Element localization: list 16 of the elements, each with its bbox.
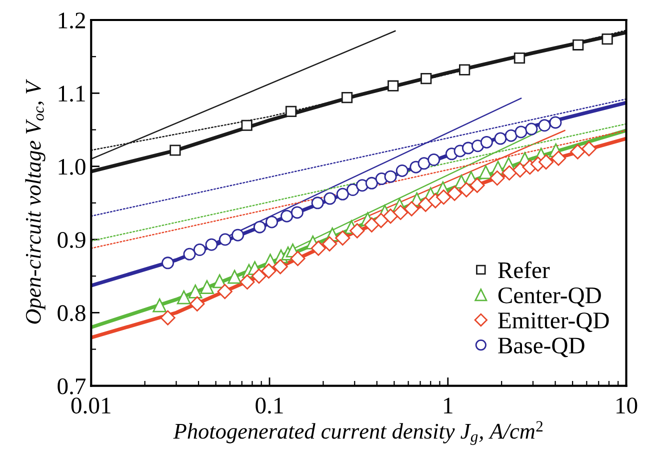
y-tick-label: 1.0 <box>58 158 86 175</box>
y-tick-label: 0.7 <box>58 378 86 394</box>
x-tick-label: 0.1 <box>256 398 283 414</box>
x-axis-title: Photogenerated current density J$_{g}$, A/cm$^{2}$ <box>173 421 543 445</box>
legend-label: Emitter-QD <box>498 312 609 332</box>
x-tick-label: 10 <box>616 398 638 414</box>
legend-label: Refer <box>498 261 550 278</box>
legend-label: Center-QD <box>498 287 601 307</box>
y-tick-label: 1.2 <box>58 12 85 29</box>
y-tick-label: 0.9 <box>58 232 86 248</box>
y-axis-title: Open-circuit voltage V$_{oc}$, V <box>25 78 46 324</box>
y-tick-label: 1.1 <box>58 86 85 102</box>
y-tick-label: 0.8 <box>58 305 86 322</box>
x-tick-label: 1 <box>444 398 452 414</box>
legend-label: Base-QD <box>498 338 584 358</box>
x-tick-label: 0.01 <box>71 398 110 414</box>
